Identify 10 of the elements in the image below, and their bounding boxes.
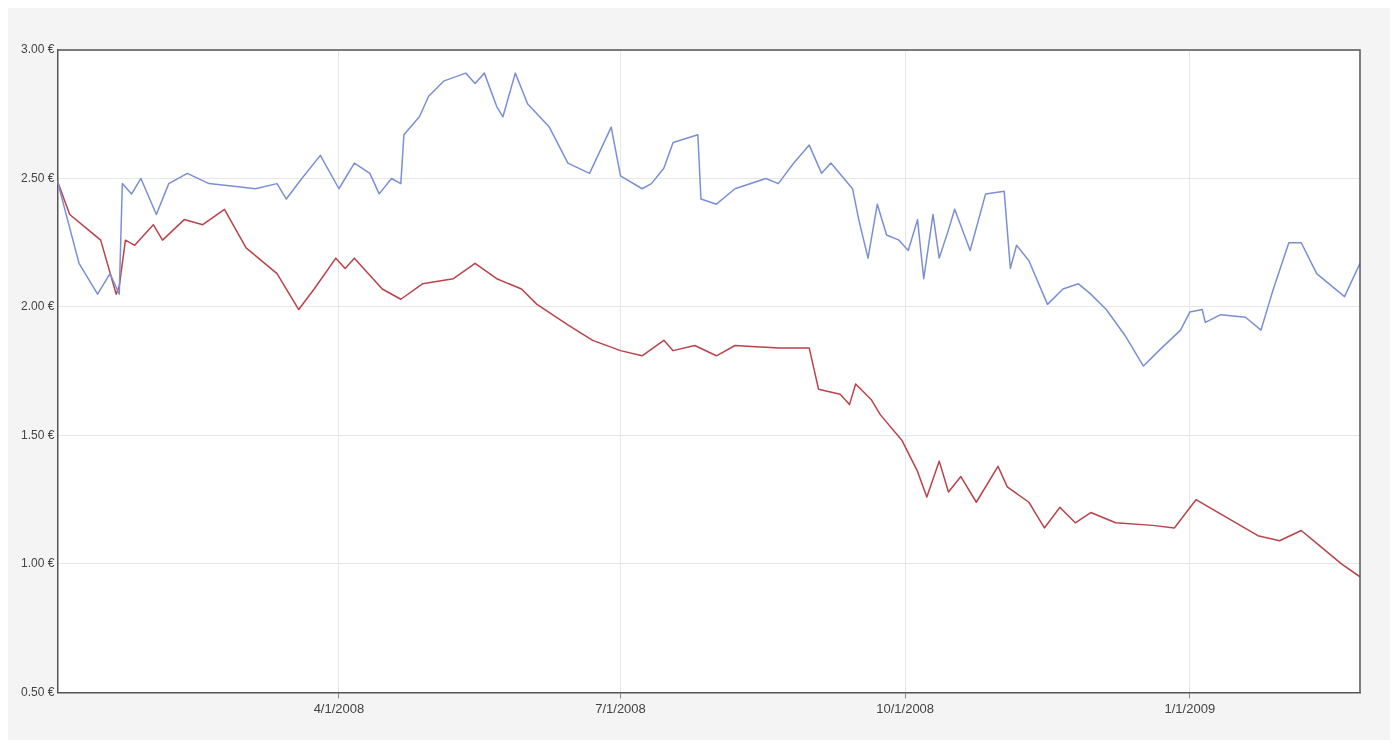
x-tick-label: 7/1/2008 xyxy=(595,700,646,716)
y-tick-label: 2.50 € xyxy=(20,170,55,185)
y-tick-label: 1.00 € xyxy=(20,556,55,571)
y-tick-label: 0.50 € xyxy=(20,684,55,699)
x-tick-label: 1/1/2009 xyxy=(1164,700,1216,716)
x-tick-label: 10/1/2008 xyxy=(876,700,935,716)
y-tick-label: 2.00 € xyxy=(20,299,55,314)
y-tick-label: 1.50 € xyxy=(20,427,55,442)
x-tick-label: 4/1/2008 xyxy=(313,700,365,716)
y-tick-label: 3.00 € xyxy=(20,42,55,57)
